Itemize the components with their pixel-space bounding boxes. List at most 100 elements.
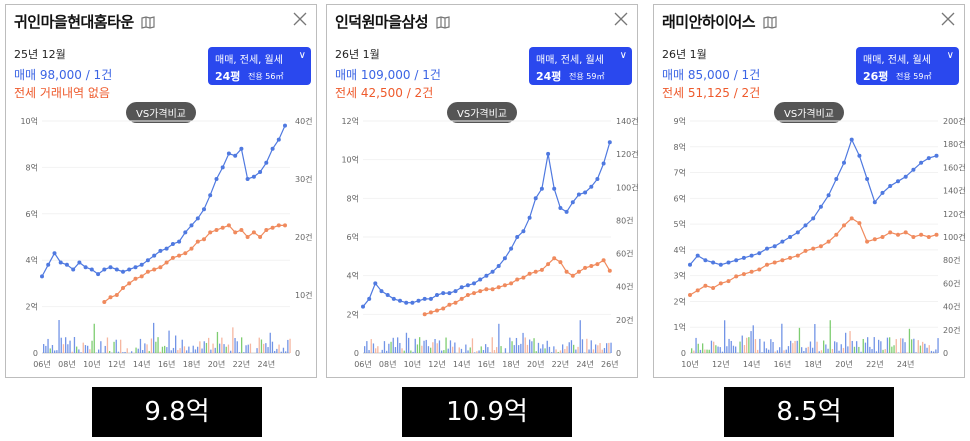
data-point[interactable] [601,258,606,263]
data-point[interactable] [757,267,762,272]
data-point[interactable] [239,146,244,151]
data-point[interactable] [283,123,287,128]
data-point[interactable] [772,260,777,265]
data-point[interactable] [164,260,169,265]
data-point[interactable] [96,272,101,277]
data-point[interactable] [711,286,716,290]
map-icon[interactable] [436,15,450,33]
vs-compare-button[interactable]: VS가격비교 [774,102,844,123]
data-point[interactable] [245,235,250,239]
data-point[interactable] [177,253,182,258]
data-point[interactable] [102,300,107,304]
data-point[interactable] [152,253,157,258]
data-point[interactable] [811,246,816,251]
data-point[interactable] [133,265,138,270]
data-point[interactable] [245,177,250,181]
data-point[interactable] [428,296,433,301]
data-point[interactable] [391,296,396,301]
data-point[interactable] [688,293,692,297]
data-point[interactable] [509,281,514,286]
data-point[interactable] [896,232,900,237]
data-point[interactable] [398,298,402,303]
data-point[interactable] [919,160,924,165]
data-point[interactable] [849,137,854,142]
data-point[interactable] [195,216,200,221]
data-point[interactable] [121,286,125,290]
data-point[interactable] [803,223,808,228]
data-point[interactable] [472,291,476,296]
data-point[interactable] [509,246,514,251]
data-point[interactable] [64,262,69,267]
data-point[interactable] [811,216,816,221]
data-point[interactable] [441,306,446,311]
data-point[interactable] [453,289,458,294]
data-point[interactable] [89,267,94,272]
data-point[interactable] [251,174,256,179]
data-point[interactable] [926,235,931,239]
data-point[interactable] [145,269,150,274]
data-point[interactable] [276,137,281,142]
data-point[interactable] [270,146,275,151]
data-point[interactable] [127,281,132,286]
data-point[interactable] [818,204,823,209]
vs-compare-button[interactable]: VS가격비교 [447,102,517,123]
data-point[interactable] [195,239,200,244]
data-point[interactable] [233,153,238,158]
data-point[interactable] [121,269,125,274]
data-point[interactable] [502,256,507,261]
data-point[interactable] [826,239,831,244]
data-point[interactable] [472,281,476,286]
data-point[interactable] [880,235,885,239]
data-point[interactable] [283,223,287,228]
data-point[interactable] [52,251,57,256]
data-point[interactable] [270,225,275,230]
data-point[interactable] [834,232,839,237]
data-point[interactable] [435,308,439,313]
data-point[interactable] [189,246,194,251]
data-point[interactable] [264,228,269,232]
data-point[interactable] [726,260,731,265]
data-point[interactable] [496,264,501,268]
data-point[interactable] [865,177,870,181]
data-point[interactable] [934,232,939,237]
data-point[interactable] [170,242,175,246]
data-point[interactable] [842,160,846,165]
data-point[interactable] [385,293,390,297]
data-point[interactable] [570,200,575,205]
data-point[interactable] [934,153,939,158]
data-point[interactable] [849,216,854,221]
data-point[interactable] [379,289,384,294]
data-point[interactable] [139,262,144,267]
data-point[interactable] [601,161,606,166]
data-point[interactable] [765,262,769,267]
close-icon[interactable] [940,11,956,27]
data-point[interactable] [595,177,600,181]
data-point[interactable] [410,300,415,305]
data-point[interactable] [208,193,213,198]
data-point[interactable] [208,230,213,235]
data-point[interactable] [496,285,501,290]
data-point[interactable] [583,265,588,270]
data-point[interactable] [872,237,877,242]
close-icon[interactable] [613,11,629,27]
data-point[interactable] [718,262,723,267]
data-point[interactable] [202,237,206,242]
data-point[interactable] [404,300,409,305]
data-point[interactable] [108,295,113,300]
data-point[interactable] [83,265,88,270]
data-point[interactable] [546,262,551,267]
data-point[interactable] [749,253,754,258]
data-point[interactable] [77,260,82,265]
data-point[interactable] [818,244,823,249]
data-point[interactable] [158,248,163,253]
data-point[interactable] [903,174,908,179]
data-point[interactable] [478,277,483,282]
data-point[interactable] [911,167,916,172]
data-point[interactable] [919,232,924,237]
data-point[interactable] [842,223,846,228]
data-point[interactable] [607,268,612,273]
data-point[interactable] [164,246,169,251]
data-point[interactable] [780,239,785,244]
data-point[interactable] [533,269,538,274]
data-point[interactable] [177,239,182,244]
